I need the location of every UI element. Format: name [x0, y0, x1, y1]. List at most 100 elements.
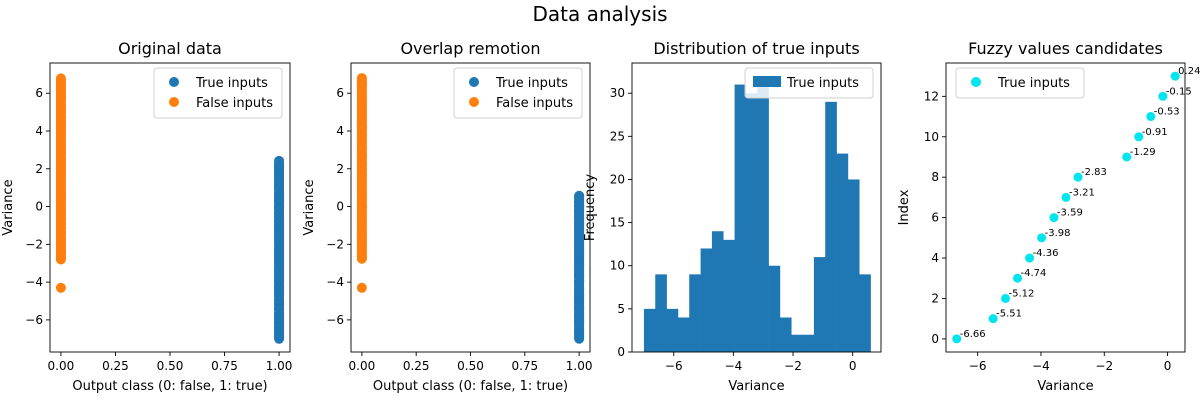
- histogram-bar: [768, 265, 781, 352]
- point-label: -5.51: [996, 309, 1022, 320]
- legend-box: [453, 67, 583, 119]
- x-tick-label: 0.00: [349, 359, 376, 373]
- x-tick-label: −2: [1095, 359, 1113, 373]
- scatter-point: [356, 73, 367, 84]
- y-axis-label: Variance: [302, 179, 317, 235]
- x-tick-label: 1.00: [266, 359, 293, 373]
- legend-marker: [971, 77, 981, 87]
- x-tick-label: −4: [1032, 359, 1050, 373]
- y-tick-label: 10: [924, 130, 939, 144]
- histogram-bar: [689, 274, 701, 352]
- y-tick-label: 15: [610, 216, 625, 230]
- y-tick-label: 10: [610, 259, 625, 273]
- scatter-point: [1122, 152, 1132, 162]
- scatter-point: [356, 282, 367, 293]
- legend-label: True inputs: [786, 76, 859, 91]
- histogram-bar: [723, 239, 735, 352]
- legend: True inputs False inputs: [153, 67, 283, 119]
- y-tick-label: −6: [326, 313, 344, 327]
- histogram-bar: [655, 274, 667, 352]
- histogram-bar: [779, 317, 792, 352]
- legend-label: True inputs: [495, 76, 568, 91]
- axes-frame: [945, 62, 1186, 353]
- scatter-point: [1061, 192, 1071, 202]
- y-tick-label: 30: [610, 86, 625, 100]
- point-label: -4.74: [1021, 268, 1047, 279]
- x-tick-label: 0: [1164, 359, 1172, 373]
- legend-marker: [169, 77, 179, 87]
- scatter-point: [55, 282, 66, 293]
- y-axis-label: Variance: [1, 179, 16, 235]
- legend-box: [153, 67, 283, 119]
- scatter-point: [55, 73, 66, 84]
- legend-marker: [169, 97, 179, 107]
- y-tick-label: 0: [35, 200, 43, 214]
- histogram-bar: [802, 334, 815, 352]
- scatter-point: [1037, 233, 1047, 243]
- y-tick-label: 4: [931, 251, 939, 265]
- point-label: -4.36: [1033, 248, 1059, 259]
- scatter-point: [1073, 172, 1083, 182]
- point-label: -1.29: [1130, 147, 1156, 158]
- x-tick-label: 0.25: [403, 359, 430, 373]
- x-axis-label: Variance: [1037, 379, 1093, 394]
- histogram-bar: [757, 84, 769, 352]
- point-label: -2.83: [1081, 167, 1107, 178]
- chart-3: Distribution of true inputs −6 −4 −2 0 0 5 10 15…: [583, 39, 882, 394]
- scatter-point: [1158, 91, 1168, 101]
- y-tick-label: 25: [610, 129, 625, 143]
- y-tick-label: 4: [336, 124, 344, 138]
- point-label: -3.21: [1069, 187, 1095, 198]
- histogram-bar: [643, 308, 656, 352]
- x-tick-label: 0: [849, 359, 857, 373]
- legend-box: [955, 67, 1085, 99]
- scatter-point: [1170, 71, 1180, 81]
- y-tick-label: 0: [336, 200, 344, 214]
- legend-label: True inputs: [195, 76, 268, 91]
- point-label: -6.66: [960, 329, 986, 340]
- histogram-bar: [825, 101, 837, 352]
- legend: True inputs False inputs: [453, 67, 583, 119]
- histogram-bar: [711, 231, 724, 352]
- scatter-point: [952, 334, 962, 344]
- x-tick-label: 0.50: [157, 359, 184, 373]
- histogram-bar: [734, 84, 747, 352]
- y-tick-label: 12: [924, 89, 939, 103]
- x-tick-label: 0.75: [511, 359, 538, 373]
- point-label: -0.15: [1166, 86, 1192, 97]
- histogram-bar: [836, 153, 849, 352]
- histogram-bar: [700, 248, 713, 352]
- legend-label: False inputs: [196, 96, 273, 111]
- legend: True inputs: [955, 67, 1085, 99]
- legend: True inputs: [744, 67, 874, 99]
- x-tick-label: 0.25: [102, 359, 129, 373]
- chart-title: Fuzzy values candidates: [968, 39, 1163, 58]
- scatter-point: [1134, 132, 1144, 142]
- point-label: -3.98: [1045, 228, 1071, 239]
- chart-title: Overlap remotion: [400, 39, 540, 58]
- y-tick-label: −4: [25, 275, 43, 289]
- y-tick-label: 0: [931, 332, 939, 346]
- chart-2: Overlap remotion 0.00 0.25 0.50 0.75 1.00 −6 −4…: [302, 39, 592, 394]
- x-tick-label: 0.00: [48, 359, 75, 373]
- x-tick-label: 1.00: [566, 359, 593, 373]
- chart-title: Distribution of true inputs: [653, 39, 859, 58]
- legend-label: False inputs: [496, 96, 573, 111]
- axes-frame: [631, 62, 882, 353]
- point-label: -0.53: [1154, 107, 1180, 118]
- chart-1: Original data 0.00 0.25 0.50 0.75 1.00 −6 −4 −2 0…: [1, 39, 292, 394]
- point-label: 0.24: [1178, 66, 1200, 77]
- y-tick-label: 2: [35, 162, 43, 176]
- x-axis-label: Variance: [728, 379, 784, 394]
- histogram-bar: [813, 257, 826, 352]
- x-axis-label: Output class (0: false, 1: true): [72, 379, 267, 394]
- histogram-bar: [745, 93, 758, 352]
- legend-swatch: [753, 76, 781, 87]
- scatter-point: [1013, 273, 1023, 283]
- x-tick-label: −4: [725, 359, 743, 373]
- y-tick-label: 2: [336, 162, 344, 176]
- x-tick-label: −2: [784, 359, 802, 373]
- y-tick-label: 20: [610, 172, 625, 186]
